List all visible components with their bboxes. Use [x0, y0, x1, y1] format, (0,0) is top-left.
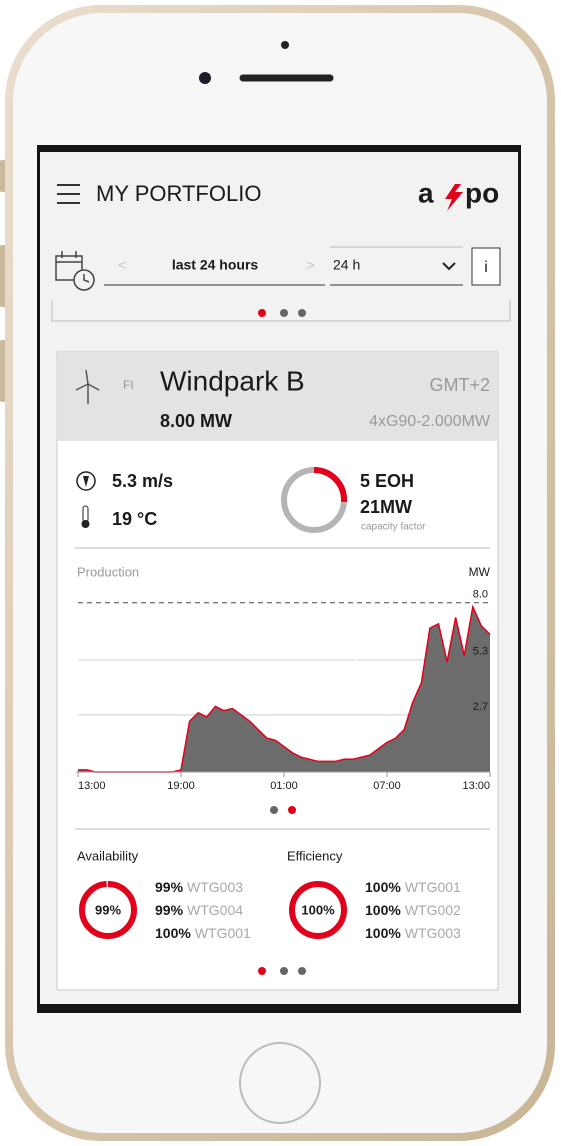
info-label: i — [484, 259, 488, 276]
capacity-power: 21MW — [360, 497, 412, 517]
kpi-row: 100%WTG003 — [365, 925, 461, 941]
page-dot[interactable] — [280, 967, 288, 975]
ring-label: 99% — [95, 902, 121, 917]
logo-text: a — [418, 177, 434, 208]
logo-text: po — [465, 177, 499, 208]
kpi-row: 99%WTG003 — [155, 879, 243, 895]
eoh: 5 EOH — [360, 471, 414, 491]
x-tick-label: 01:00 — [270, 780, 298, 792]
sensor — [281, 41, 289, 49]
kpi-turbine: WTG001 — [405, 879, 461, 895]
prev-button[interactable]: < — [118, 257, 127, 274]
page-dot[interactable] — [298, 967, 306, 975]
kpi-row: 100%WTG001 — [365, 879, 461, 895]
capacity-caption: capacity factor — [361, 522, 426, 533]
kpi-turbine: WTG001 — [195, 925, 251, 941]
kpi-value: 100% — [155, 925, 191, 941]
park-name: Windpark B — [160, 365, 305, 396]
x-tick-label: 07:00 — [373, 780, 401, 792]
kpi-turbine: WTG002 — [405, 902, 461, 918]
y-tick-label: 2.7 — [473, 701, 488, 713]
camera — [199, 72, 211, 84]
page-dot[interactable] — [258, 967, 266, 975]
kpi-turbine: WTG003 — [405, 925, 461, 941]
turbines: 4xG90-2.000MW — [369, 413, 491, 430]
home-button[interactable] — [240, 1043, 320, 1123]
page: { "header": {"title": "MY PORTFOLIO", "l… — [0, 0, 561, 1146]
park-power: 8.00 MW — [160, 411, 232, 431]
chart-title: Production — [77, 564, 139, 579]
page-title: MY PORTFOLIO — [96, 181, 261, 206]
kpi-row: 100%WTG002 — [365, 902, 461, 918]
range-select[interactable]: 24 h — [333, 257, 360, 273]
page-dot[interactable] — [258, 309, 266, 317]
kpi-value: 100% — [365, 879, 401, 895]
x-tick-label: 19:00 — [167, 780, 195, 792]
phone-screenshot: MY PORTFOLIO a po < last 24 hours > 24 h… — [0, 0, 561, 1146]
x-tick-label: 13:00 — [462, 780, 490, 792]
unit-label: MW — [469, 565, 491, 579]
page-dot[interactable] — [270, 806, 278, 814]
page-dot[interactable] — [298, 309, 306, 317]
kpi-row: 99%WTG004 — [155, 902, 243, 918]
section-title: Availability — [77, 848, 139, 863]
kpi-value: 100% — [365, 925, 401, 941]
kpi-value: 100% — [365, 902, 401, 918]
period-label: last 24 hours — [172, 257, 259, 273]
next-button[interactable]: > — [306, 257, 315, 274]
page-dot[interactable] — [288, 806, 296, 814]
kpi-turbine: WTG003 — [187, 879, 243, 895]
kpi-value: 99% — [155, 902, 184, 918]
country: FI — [123, 378, 134, 392]
temperature: 19 °C — [112, 509, 157, 529]
timezone: GMT+2 — [429, 375, 490, 395]
kpi-row: 100%WTG001 — [155, 925, 251, 941]
section-title: Efficiency — [287, 848, 343, 863]
kpi-turbine: WTG004 — [187, 902, 243, 918]
y-tick-label: 5.3 — [473, 646, 488, 658]
wind-speed: 5.3 m/s — [112, 471, 173, 491]
kpi-value: 99% — [155, 879, 184, 895]
y-tick-label: 8.0 — [473, 589, 488, 601]
ring-label: 100% — [301, 902, 335, 917]
x-tick-label: 13:00 — [78, 780, 106, 792]
page-dot[interactable] — [280, 309, 288, 317]
